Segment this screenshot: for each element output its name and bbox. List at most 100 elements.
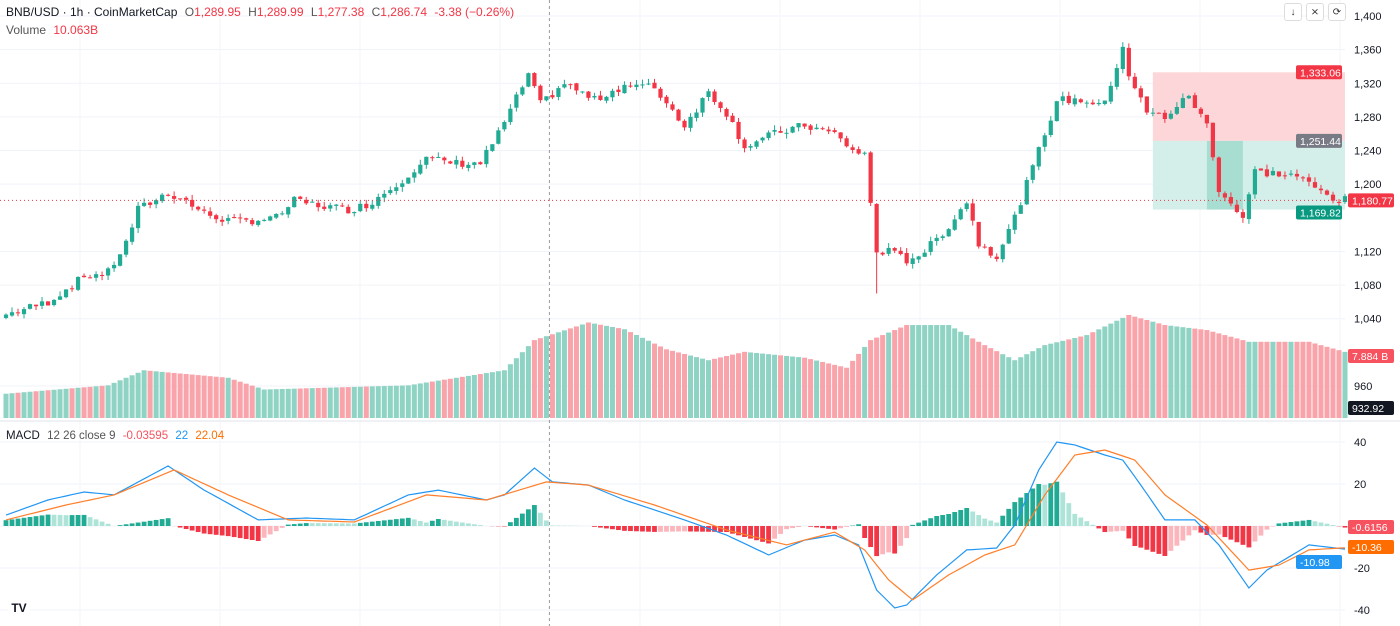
volume-bar [928,325,934,418]
volume-bar [718,357,724,418]
candle-body [988,247,993,256]
volume-bar [934,325,940,418]
macd-histogram-bar [165,518,171,526]
macd-histogram-bar [33,516,39,526]
candle-body [268,216,273,221]
macd-histogram-bar [970,511,976,526]
price-axis-label: 1,400 [1354,11,1382,23]
candle-body [904,253,909,264]
macd-histogram-bar [928,518,934,526]
candle-body [226,218,231,221]
last-price-tag: 1,180.77 [1352,195,1393,207]
volume-bar [615,328,621,418]
candle-body [376,196,381,206]
candle-body [490,144,495,151]
volume-bar [381,386,387,418]
refresh-icon[interactable]: ⟳ [1328,3,1346,21]
macd-histogram-bar [1144,526,1150,550]
macd-histogram-bar [1222,526,1228,538]
candle-body [424,156,429,165]
crosshair-price-tag: 932.92 [1352,403,1384,415]
macd-histogram-bar [934,516,940,526]
volume-bar [1114,320,1120,418]
macd-histogram-bar [1294,521,1300,526]
candle-body [760,137,765,141]
candle-body [298,196,303,199]
volume-bar [1276,341,1282,418]
candle-body [556,88,561,97]
volume-bar [339,387,345,418]
macd-histogram-bar [75,514,81,526]
candle-body [520,87,525,95]
volume-bar [940,325,946,418]
volume-bar [1168,325,1174,418]
candle-body [340,205,345,207]
volume-bar [1336,350,1342,418]
volume-bar [387,385,393,418]
candle-body [1132,76,1137,89]
volume-bar [357,386,363,418]
candle-body [406,177,411,184]
volume-bar [651,343,658,418]
candle-body [81,275,87,278]
volume-bar [844,367,850,418]
macd-histogram-bar [766,526,771,544]
volume-bar [603,325,609,418]
volume-last-tag: 7.884 B [1352,351,1388,363]
macd-histogram-bar [742,526,747,537]
volume-bar [177,373,183,418]
macd-histogram-bar [1258,526,1264,536]
macd-histogram-bar [309,523,315,526]
candle-body [820,128,825,130]
volume-bar [93,386,99,418]
candle-body [1048,120,1053,135]
volume-bar [1288,341,1294,418]
volume-bar [904,325,910,418]
candle-body [1300,177,1306,179]
candle-body [232,217,237,219]
volume-bar [772,354,778,418]
candle-body [1000,244,1005,260]
macd-histogram-bar [874,526,880,557]
candle-body [730,115,735,122]
collapse-icon[interactable]: ⨯ [1306,3,1324,21]
volume-bar [273,389,279,418]
arrow-down-icon[interactable]: ↓ [1284,3,1302,21]
macd-histogram-bar [646,526,651,532]
macd-histogram-bar [1264,526,1270,530]
candle-body [1108,85,1113,102]
candle-body [63,289,69,298]
candle-body [1030,165,1035,180]
volume-bar [399,385,405,418]
macd-histogram-bar [339,523,345,526]
macd-axis-label: 40 [1354,437,1366,449]
macd-histogram-bar [916,522,922,526]
volume-bar [513,358,519,418]
volume-bar [453,377,459,418]
macd-histogram-bar [790,526,795,529]
volume-bar [663,349,670,418]
volume-bar [561,330,567,418]
volume-bar [820,362,826,418]
macd-histogram-bar [826,526,832,529]
candle-body [862,152,867,154]
macd-histogram-bar [1066,503,1072,526]
macd-histogram-bar [63,515,69,526]
volume-legend: Volume 10.063B [6,23,99,37]
tradingview-logo[interactable]: TV [8,598,30,618]
volume-bar [633,334,639,418]
macd-histogram-bar [507,522,513,526]
volume-bar [958,331,964,418]
candle-body [1288,173,1294,175]
candle-body [256,220,261,225]
macd-histogram-bar [453,521,459,526]
candle-body [802,123,807,127]
volume-bar [982,345,988,418]
candle-body [154,200,159,205]
candle-body [658,88,663,98]
volume-bar [687,355,694,418]
candle-body [598,95,603,100]
volume-bar [1120,317,1126,418]
